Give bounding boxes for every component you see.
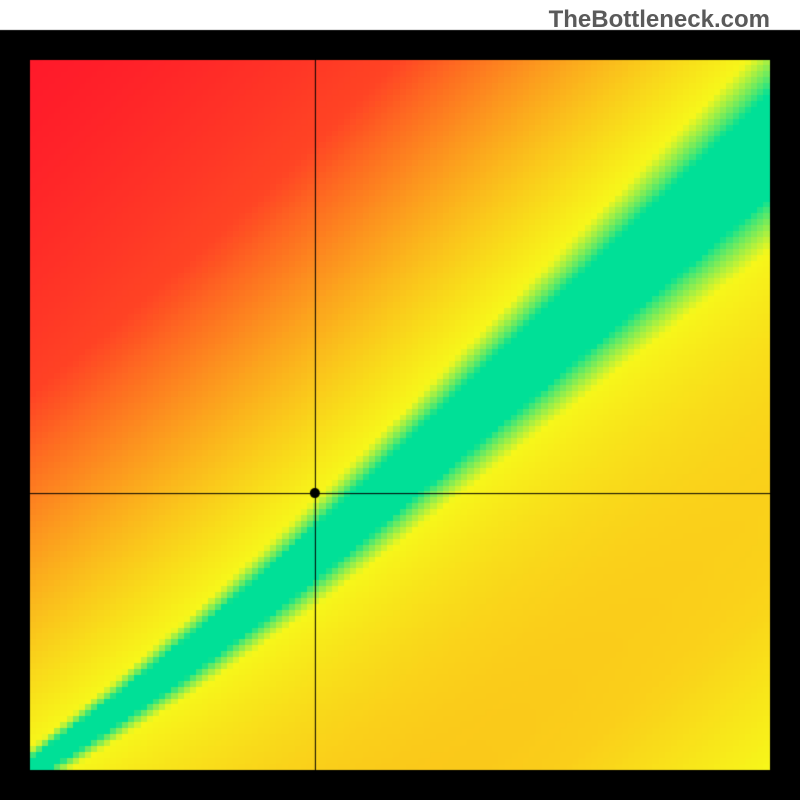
watermark-text: TheBottleneck.com <box>549 6 770 34</box>
heatmap-canvas <box>0 0 800 800</box>
chart-container: TheBottleneck.com <box>0 0 800 800</box>
